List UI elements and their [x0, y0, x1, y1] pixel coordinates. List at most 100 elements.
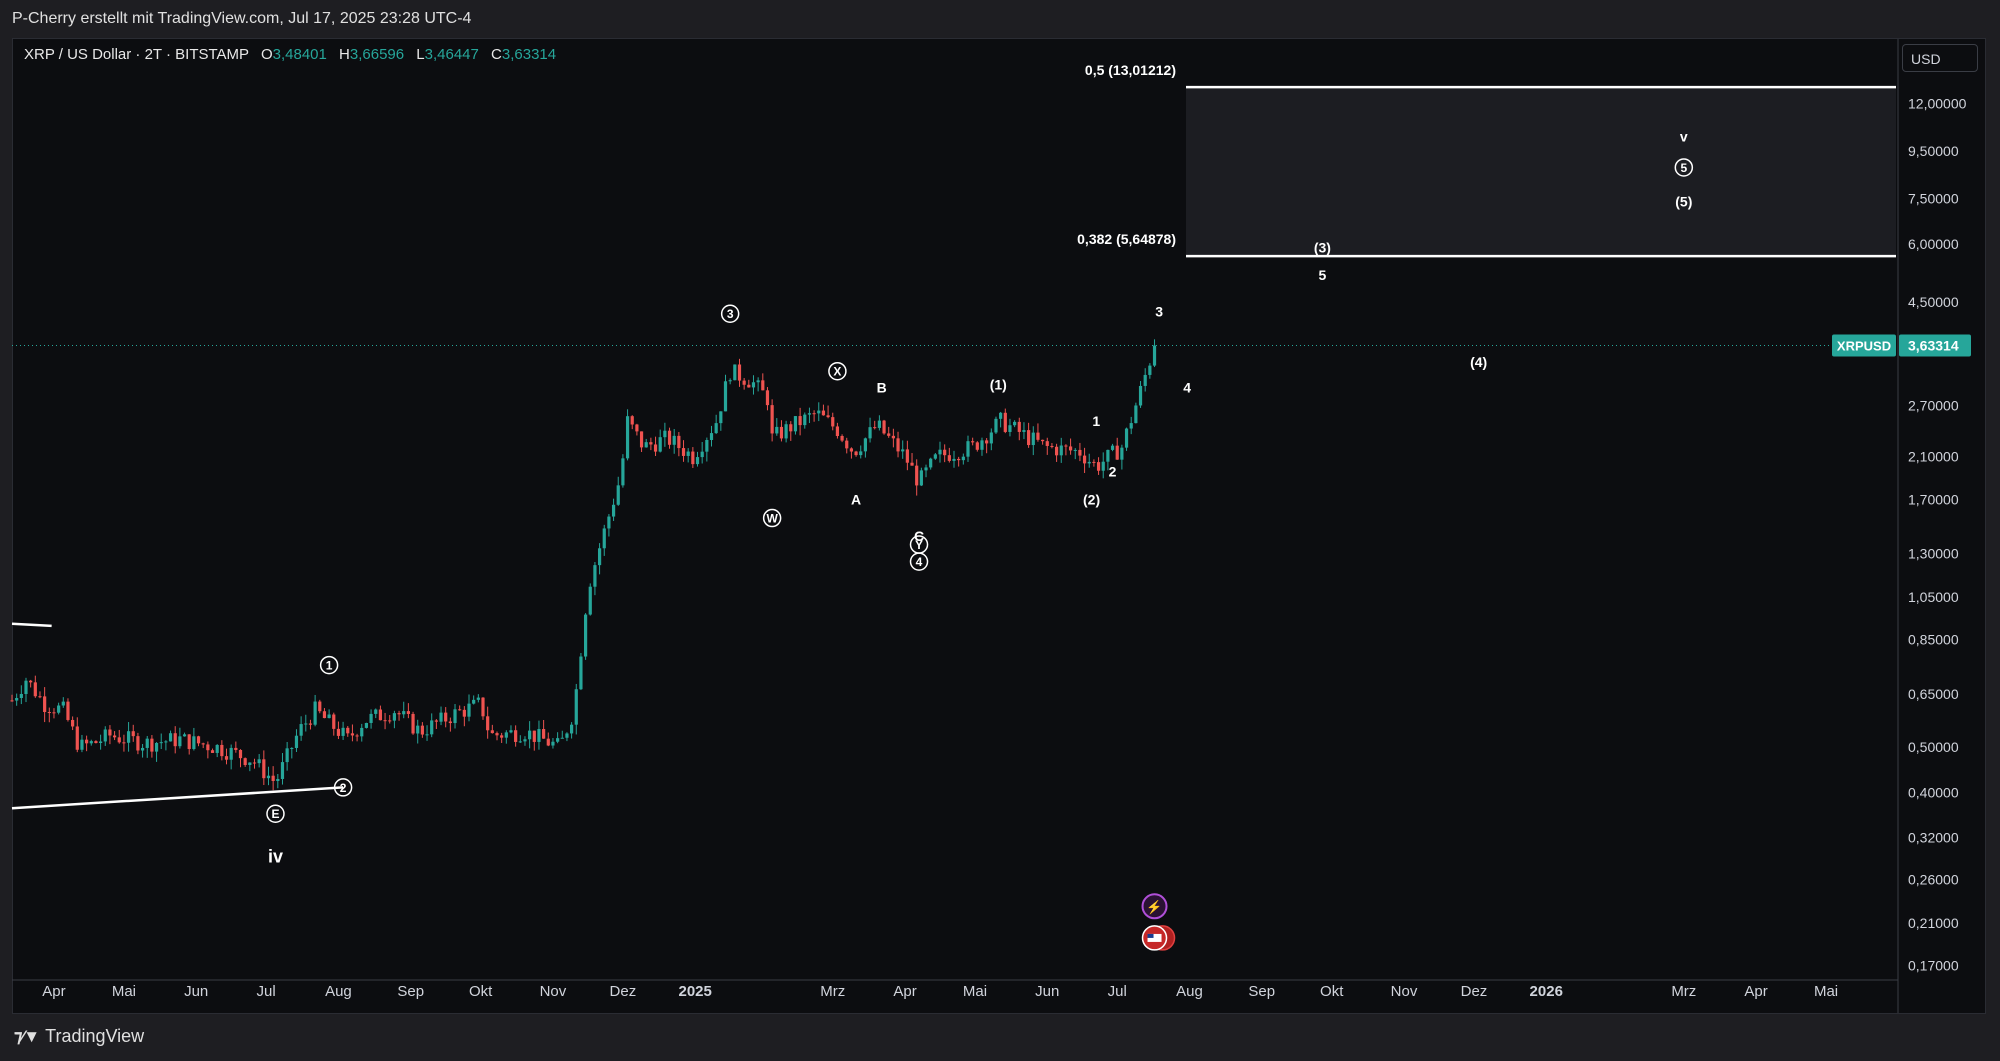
candle-body — [243, 758, 247, 765]
price-axis-tick-label: 0,50000 — [1908, 739, 1959, 755]
candle-body — [1082, 455, 1087, 464]
candle-body — [1152, 345, 1157, 366]
wave-label-circle — [266, 804, 285, 823]
candle-body — [514, 730, 518, 742]
candle-body — [602, 528, 606, 549]
time-axis-tick-label: Nov — [1391, 983, 1418, 1000]
candle-body — [271, 775, 275, 782]
last-price-symbol: XRPUSD — [1837, 339, 1891, 354]
last-price-symbol-box — [1832, 334, 1896, 357]
candle-body — [681, 448, 686, 456]
candle-body — [1064, 445, 1068, 447]
candle-body — [597, 548, 602, 566]
currency-selector[interactable]: USD — [1902, 44, 1978, 72]
candle-body — [546, 738, 550, 746]
wave-label-text: B — [877, 380, 887, 396]
candle-body — [1148, 365, 1152, 375]
candle-body — [420, 725, 424, 735]
candle-body — [52, 712, 56, 714]
wave-label-text: 1 — [1092, 413, 1100, 429]
candle-body — [621, 458, 625, 486]
tradingview-logo[interactable]: ⁊⁄▼ TradingView — [14, 1026, 144, 1047]
candle-body — [122, 742, 126, 744]
close-label: C — [491, 46, 502, 63]
candle-body — [747, 384, 751, 388]
candle-body — [607, 516, 611, 529]
candle-body — [444, 712, 448, 722]
candle-body — [733, 364, 737, 381]
time-axis-tick-label: Aug — [325, 983, 352, 1000]
candle-body — [1106, 449, 1110, 462]
open-value: 3,48401 — [272, 46, 327, 63]
candle-body — [112, 735, 117, 738]
candle-body — [915, 465, 919, 486]
candle-body — [71, 719, 75, 727]
candle-body — [430, 720, 434, 735]
candle-body — [1101, 461, 1105, 471]
candle-body — [574, 689, 578, 725]
wave-label-text: 3 — [1155, 303, 1163, 319]
candle-body — [971, 441, 975, 443]
high-value: 3,66596 — [349, 46, 405, 63]
candle-body — [579, 656, 583, 690]
trendline — [11, 786, 344, 810]
candle-body — [262, 759, 266, 779]
candle-body — [686, 451, 690, 456]
candle-body — [845, 440, 849, 449]
candle-body — [294, 735, 299, 748]
candle-body — [192, 736, 196, 750]
candle-body — [826, 415, 830, 418]
candle-body — [556, 738, 560, 742]
candle-body — [1036, 432, 1040, 440]
candle-body — [453, 709, 457, 724]
lightning-event-icon — [1141, 893, 1168, 920]
candle-body — [859, 451, 863, 456]
candle-body — [807, 413, 812, 415]
candle-body — [19, 694, 23, 699]
wave-label: 5 — [1319, 267, 1327, 283]
wave-label-circle — [762, 508, 782, 528]
wave-label-text: A — [851, 491, 861, 507]
candle-body — [378, 709, 383, 721]
candle-body — [117, 737, 121, 743]
candle-body — [528, 730, 532, 740]
candle-body — [831, 417, 835, 427]
candle-body — [985, 440, 989, 444]
candle-body — [975, 442, 979, 450]
price-axis-tick-label: 0,26000 — [1908, 872, 1959, 888]
candle-body — [868, 427, 872, 439]
candle-body — [234, 747, 238, 750]
candle-body — [238, 749, 243, 759]
candle-body — [66, 701, 70, 720]
candle-body — [658, 437, 662, 452]
candle-body — [322, 711, 327, 719]
tradingview-logo-icon: ⁊⁄▼ — [14, 1026, 40, 1046]
candle-body — [952, 458, 956, 461]
candle-body — [80, 739, 84, 750]
candle-body — [1115, 445, 1119, 460]
candle-body — [406, 711, 410, 714]
candle-body — [462, 709, 466, 717]
price-axis-tick-label: 2,70000 — [1908, 398, 1959, 414]
candle-body — [336, 728, 341, 736]
candle-body — [318, 701, 322, 712]
candle-body — [168, 733, 173, 742]
candle-body — [425, 734, 429, 736]
candle-body — [919, 470, 923, 486]
candle-body — [178, 736, 182, 747]
candle-body — [542, 729, 546, 739]
candle-body — [999, 412, 1003, 419]
price-axis-tick-label: 0,17000 — [1908, 958, 1959, 974]
candle-body — [723, 381, 728, 412]
wave-label: X — [828, 361, 847, 381]
wave-label: W — [762, 508, 782, 528]
candle-body — [1008, 425, 1012, 432]
candle-body — [770, 405, 774, 434]
symbol-legend: XRP / US Dollar · 2T · BITSTAMP O3,48401… — [24, 46, 556, 63]
time-axis-tick-label: Mai — [1814, 983, 1838, 1000]
candle-body — [887, 433, 891, 436]
candle-body — [33, 682, 37, 697]
wave-label-text: 5 — [1680, 161, 1687, 175]
candle-body — [402, 711, 406, 715]
